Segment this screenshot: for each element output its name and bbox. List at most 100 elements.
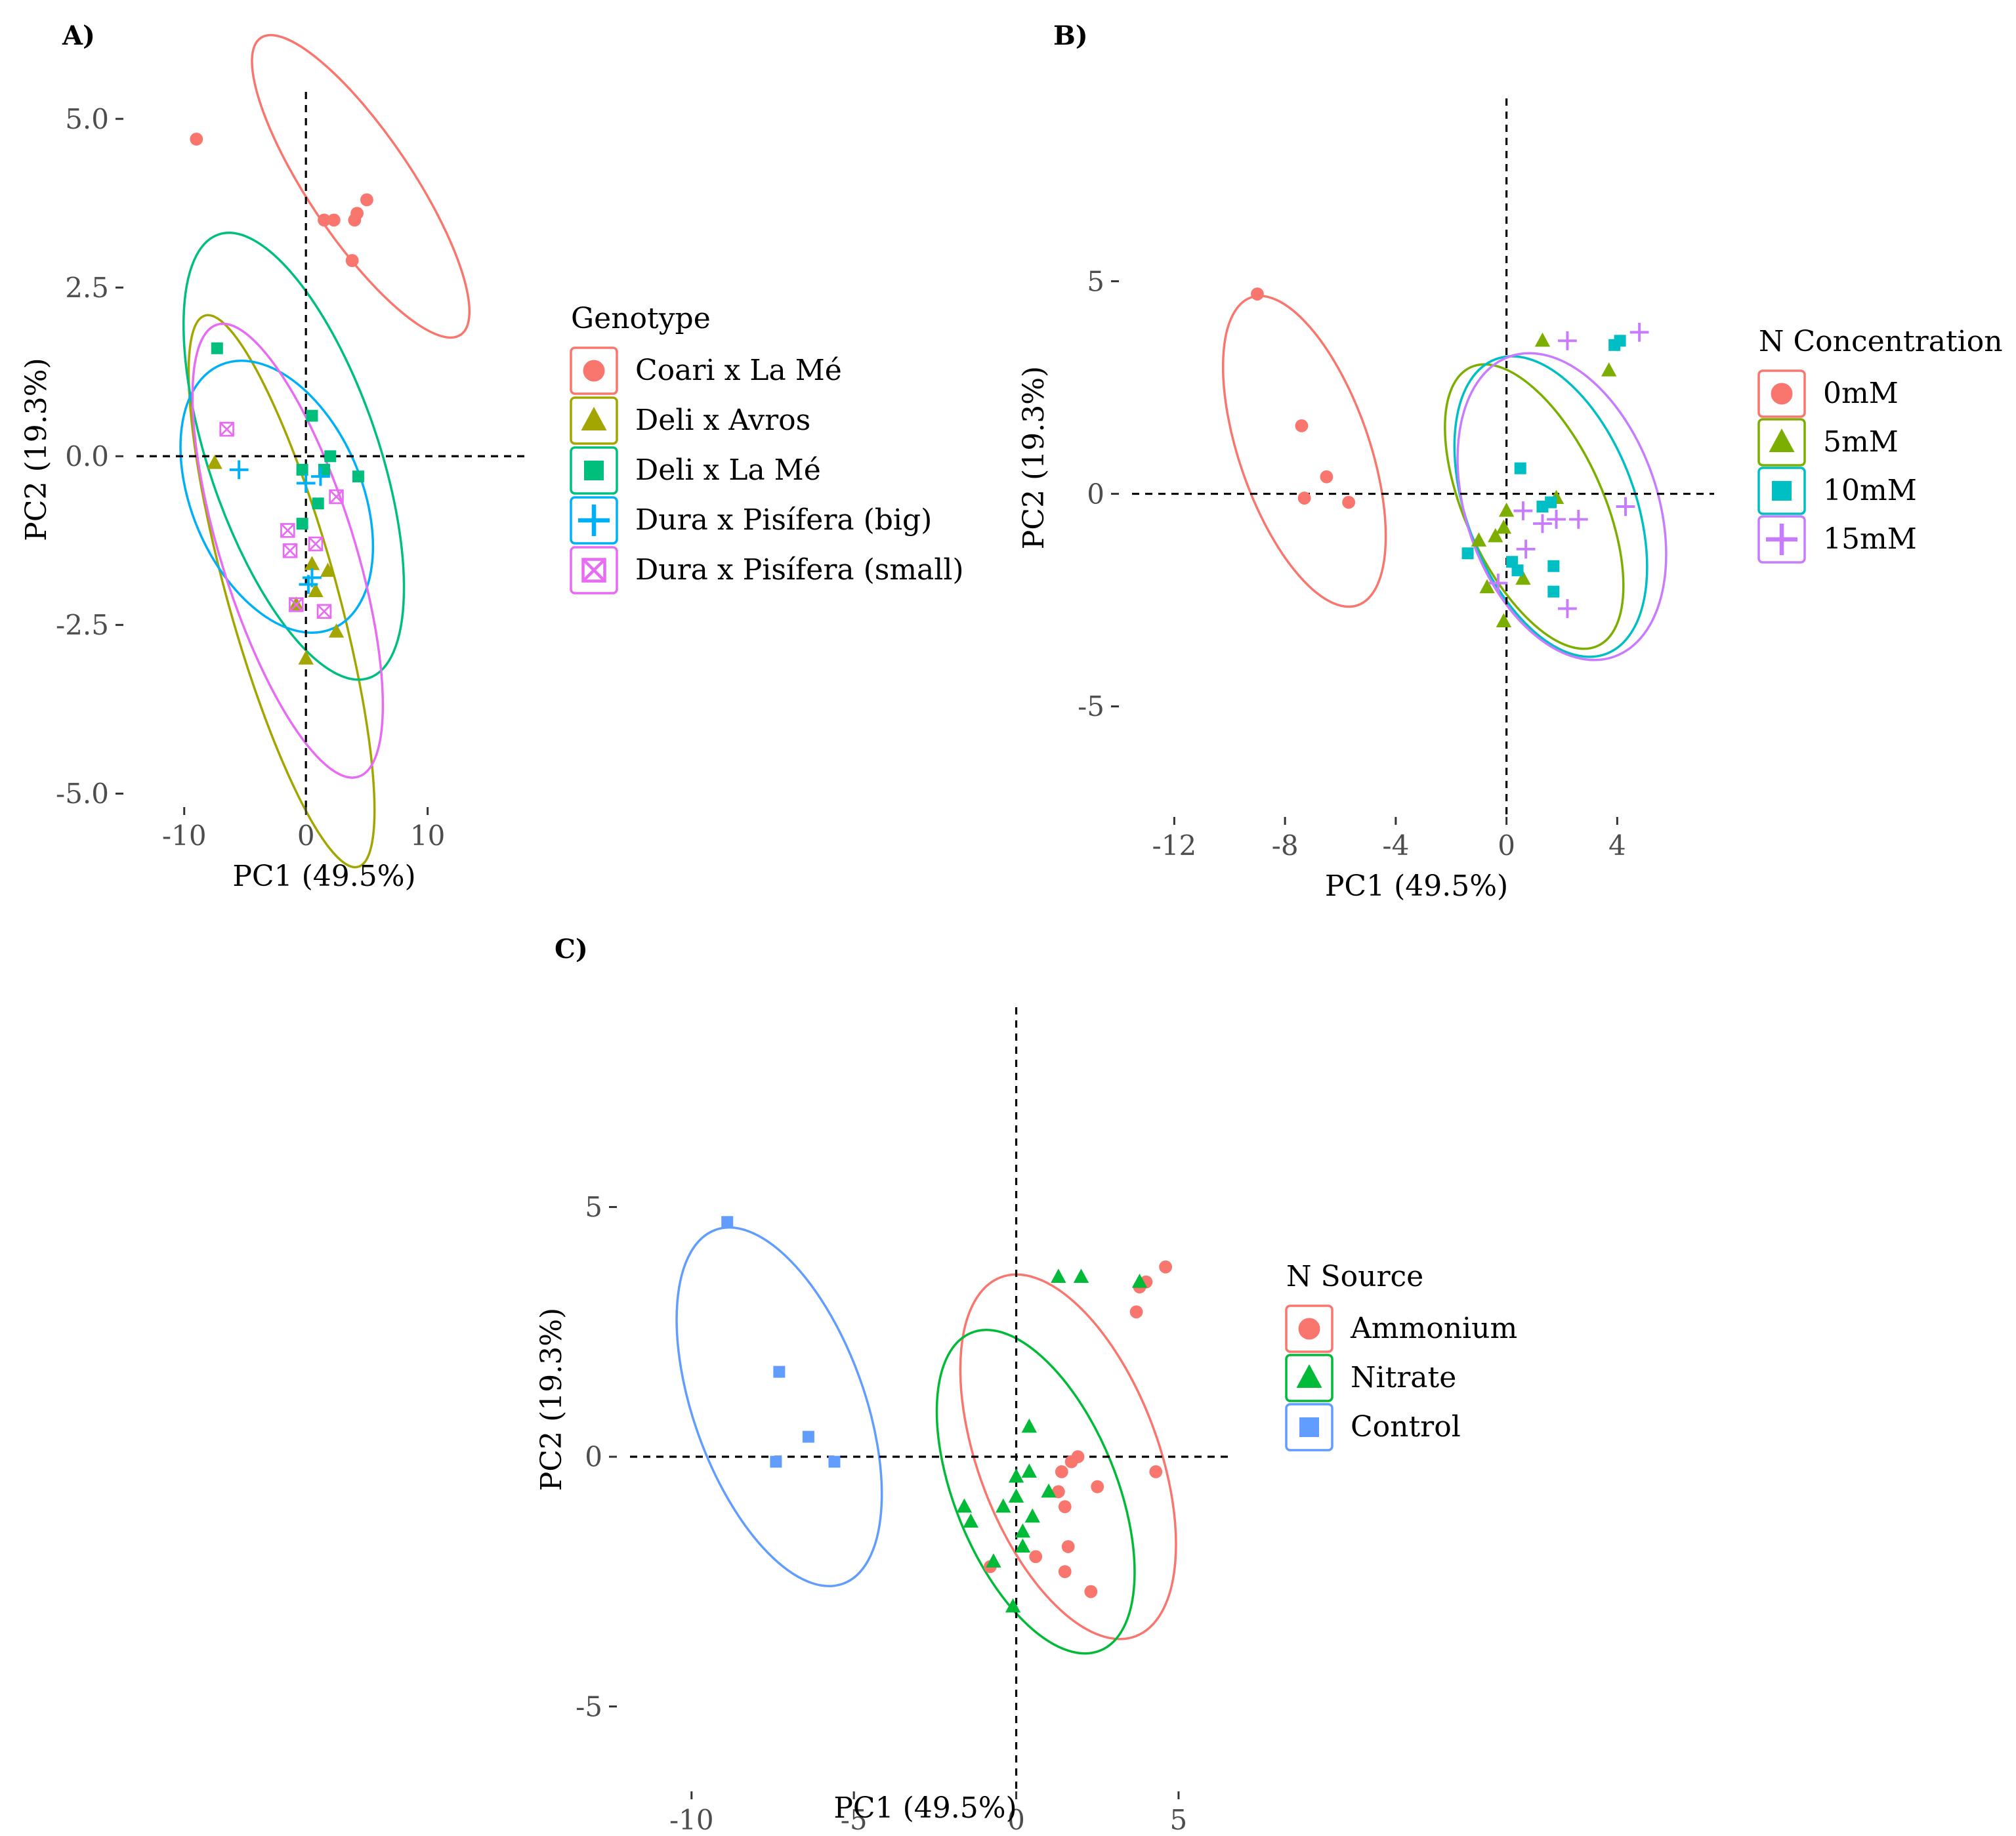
data-point xyxy=(318,213,331,227)
data-point xyxy=(299,575,318,595)
ellipse-5 xyxy=(191,322,385,779)
legend-label: Control xyxy=(1351,1410,1461,1444)
data-point xyxy=(328,623,345,638)
y-tick-label: -5.0 xyxy=(56,778,109,810)
data-point xyxy=(296,474,316,493)
data-point xyxy=(1297,491,1311,505)
data-point xyxy=(1021,1463,1038,1478)
data-point xyxy=(1041,1483,1057,1498)
data-point xyxy=(345,254,359,267)
data-point xyxy=(1320,470,1334,484)
data-point xyxy=(1547,585,1560,598)
y-tick-label: 5.0 xyxy=(65,103,109,135)
legend-title: N Source xyxy=(1286,1260,1423,1293)
legend-key-symbol xyxy=(581,407,607,430)
legend-key-symbol xyxy=(1769,428,1795,452)
ellipse-1 xyxy=(251,33,471,339)
data-point xyxy=(1534,332,1551,347)
data-point xyxy=(1533,514,1552,533)
data-point xyxy=(1091,1480,1104,1493)
data-point xyxy=(1008,1468,1024,1483)
x-tick-label: -10 xyxy=(669,1804,714,1836)
data-point xyxy=(1471,532,1487,547)
data-point xyxy=(304,556,320,570)
data-point xyxy=(996,1498,1011,1513)
legend-key-symbol xyxy=(581,558,606,583)
x-tick-label: -10 xyxy=(162,820,207,852)
data-point xyxy=(350,207,364,220)
legend-key-symbol xyxy=(1772,481,1792,501)
data-point xyxy=(1071,1450,1085,1463)
data-point xyxy=(1029,1550,1043,1564)
data-point xyxy=(1496,613,1512,627)
data-point xyxy=(802,1430,814,1443)
data-point xyxy=(773,1366,786,1378)
ellipse-4 xyxy=(179,360,375,634)
data-point xyxy=(1545,496,1557,509)
data-point xyxy=(312,497,324,510)
legend-label: Ammonium xyxy=(1350,1312,1517,1345)
data-point xyxy=(956,1498,973,1513)
y-tick-label: 0 xyxy=(585,1441,602,1473)
data-point xyxy=(770,1455,782,1468)
data-point xyxy=(1614,335,1626,347)
data-point xyxy=(329,489,344,505)
data-point xyxy=(219,421,234,437)
data-point xyxy=(316,604,332,619)
x-tick-label: -8 xyxy=(1272,829,1299,862)
x-tick-label: -12 xyxy=(1152,829,1197,862)
legend-label: Deli x Avros xyxy=(635,404,810,437)
data-point xyxy=(207,454,222,469)
data-point xyxy=(306,409,318,422)
legend-label: Dura x Pisífera (big) xyxy=(635,503,932,537)
panel-label: B) xyxy=(1053,20,1088,51)
y-tick-label: 0 xyxy=(1087,478,1104,510)
data-point xyxy=(311,467,330,486)
legend-label: Deli x La Mé xyxy=(635,453,821,487)
y-tick-label: 5 xyxy=(1087,265,1104,297)
ellipse-3 xyxy=(182,232,406,681)
x-axis-label: PC1 (49.5%) xyxy=(833,1791,1017,1825)
x-tick-label: 10 xyxy=(410,820,445,852)
ellipse-2 xyxy=(935,1329,1136,1655)
data-point xyxy=(1005,1598,1021,1613)
y-tick-label: 0.0 xyxy=(65,440,109,472)
legend-key-symbol xyxy=(1771,383,1793,405)
data-point xyxy=(1061,1540,1075,1553)
data-point xyxy=(296,463,308,476)
ellipse-2 xyxy=(187,314,376,869)
y-tick-label: 5 xyxy=(585,1191,602,1223)
legend-key-symbol xyxy=(584,461,604,480)
data-point xyxy=(229,460,249,480)
data-point xyxy=(1514,462,1526,474)
data-point xyxy=(327,213,341,227)
data-point xyxy=(324,450,337,463)
data-point xyxy=(1558,331,1577,350)
data-point xyxy=(296,518,308,530)
data-point xyxy=(1513,501,1533,520)
panel-label: A) xyxy=(62,20,95,51)
data-point xyxy=(986,1553,1001,1568)
data-point xyxy=(1058,1500,1072,1514)
y-tick-label: -5 xyxy=(576,1690,602,1722)
data-point xyxy=(1547,560,1560,572)
x-axis-label: PC1 (49.5%) xyxy=(1325,869,1508,903)
y-tick-label: -5 xyxy=(1078,690,1104,722)
data-point xyxy=(1498,502,1515,517)
data-point xyxy=(1015,1523,1031,1538)
ellipse-1 xyxy=(1221,295,1387,608)
legend-label: 15mM xyxy=(1823,522,1917,556)
data-point xyxy=(1129,1305,1143,1319)
legend-key-symbol xyxy=(1296,1364,1322,1388)
x-tick-label: -4 xyxy=(1382,829,1409,862)
legend-key-symbol xyxy=(1299,1417,1319,1437)
legend-key-symbol xyxy=(1298,1318,1320,1340)
legend-title: N Concentration xyxy=(1759,325,2003,358)
data-point xyxy=(1511,564,1524,577)
y-tick-label: -2.5 xyxy=(56,609,109,641)
x-tick-label: 0 xyxy=(297,820,315,852)
data-point xyxy=(1488,528,1503,543)
legend-label: Coari x La Mé xyxy=(635,354,842,387)
legend-label: Dura x Pisífera (small) xyxy=(635,553,964,587)
